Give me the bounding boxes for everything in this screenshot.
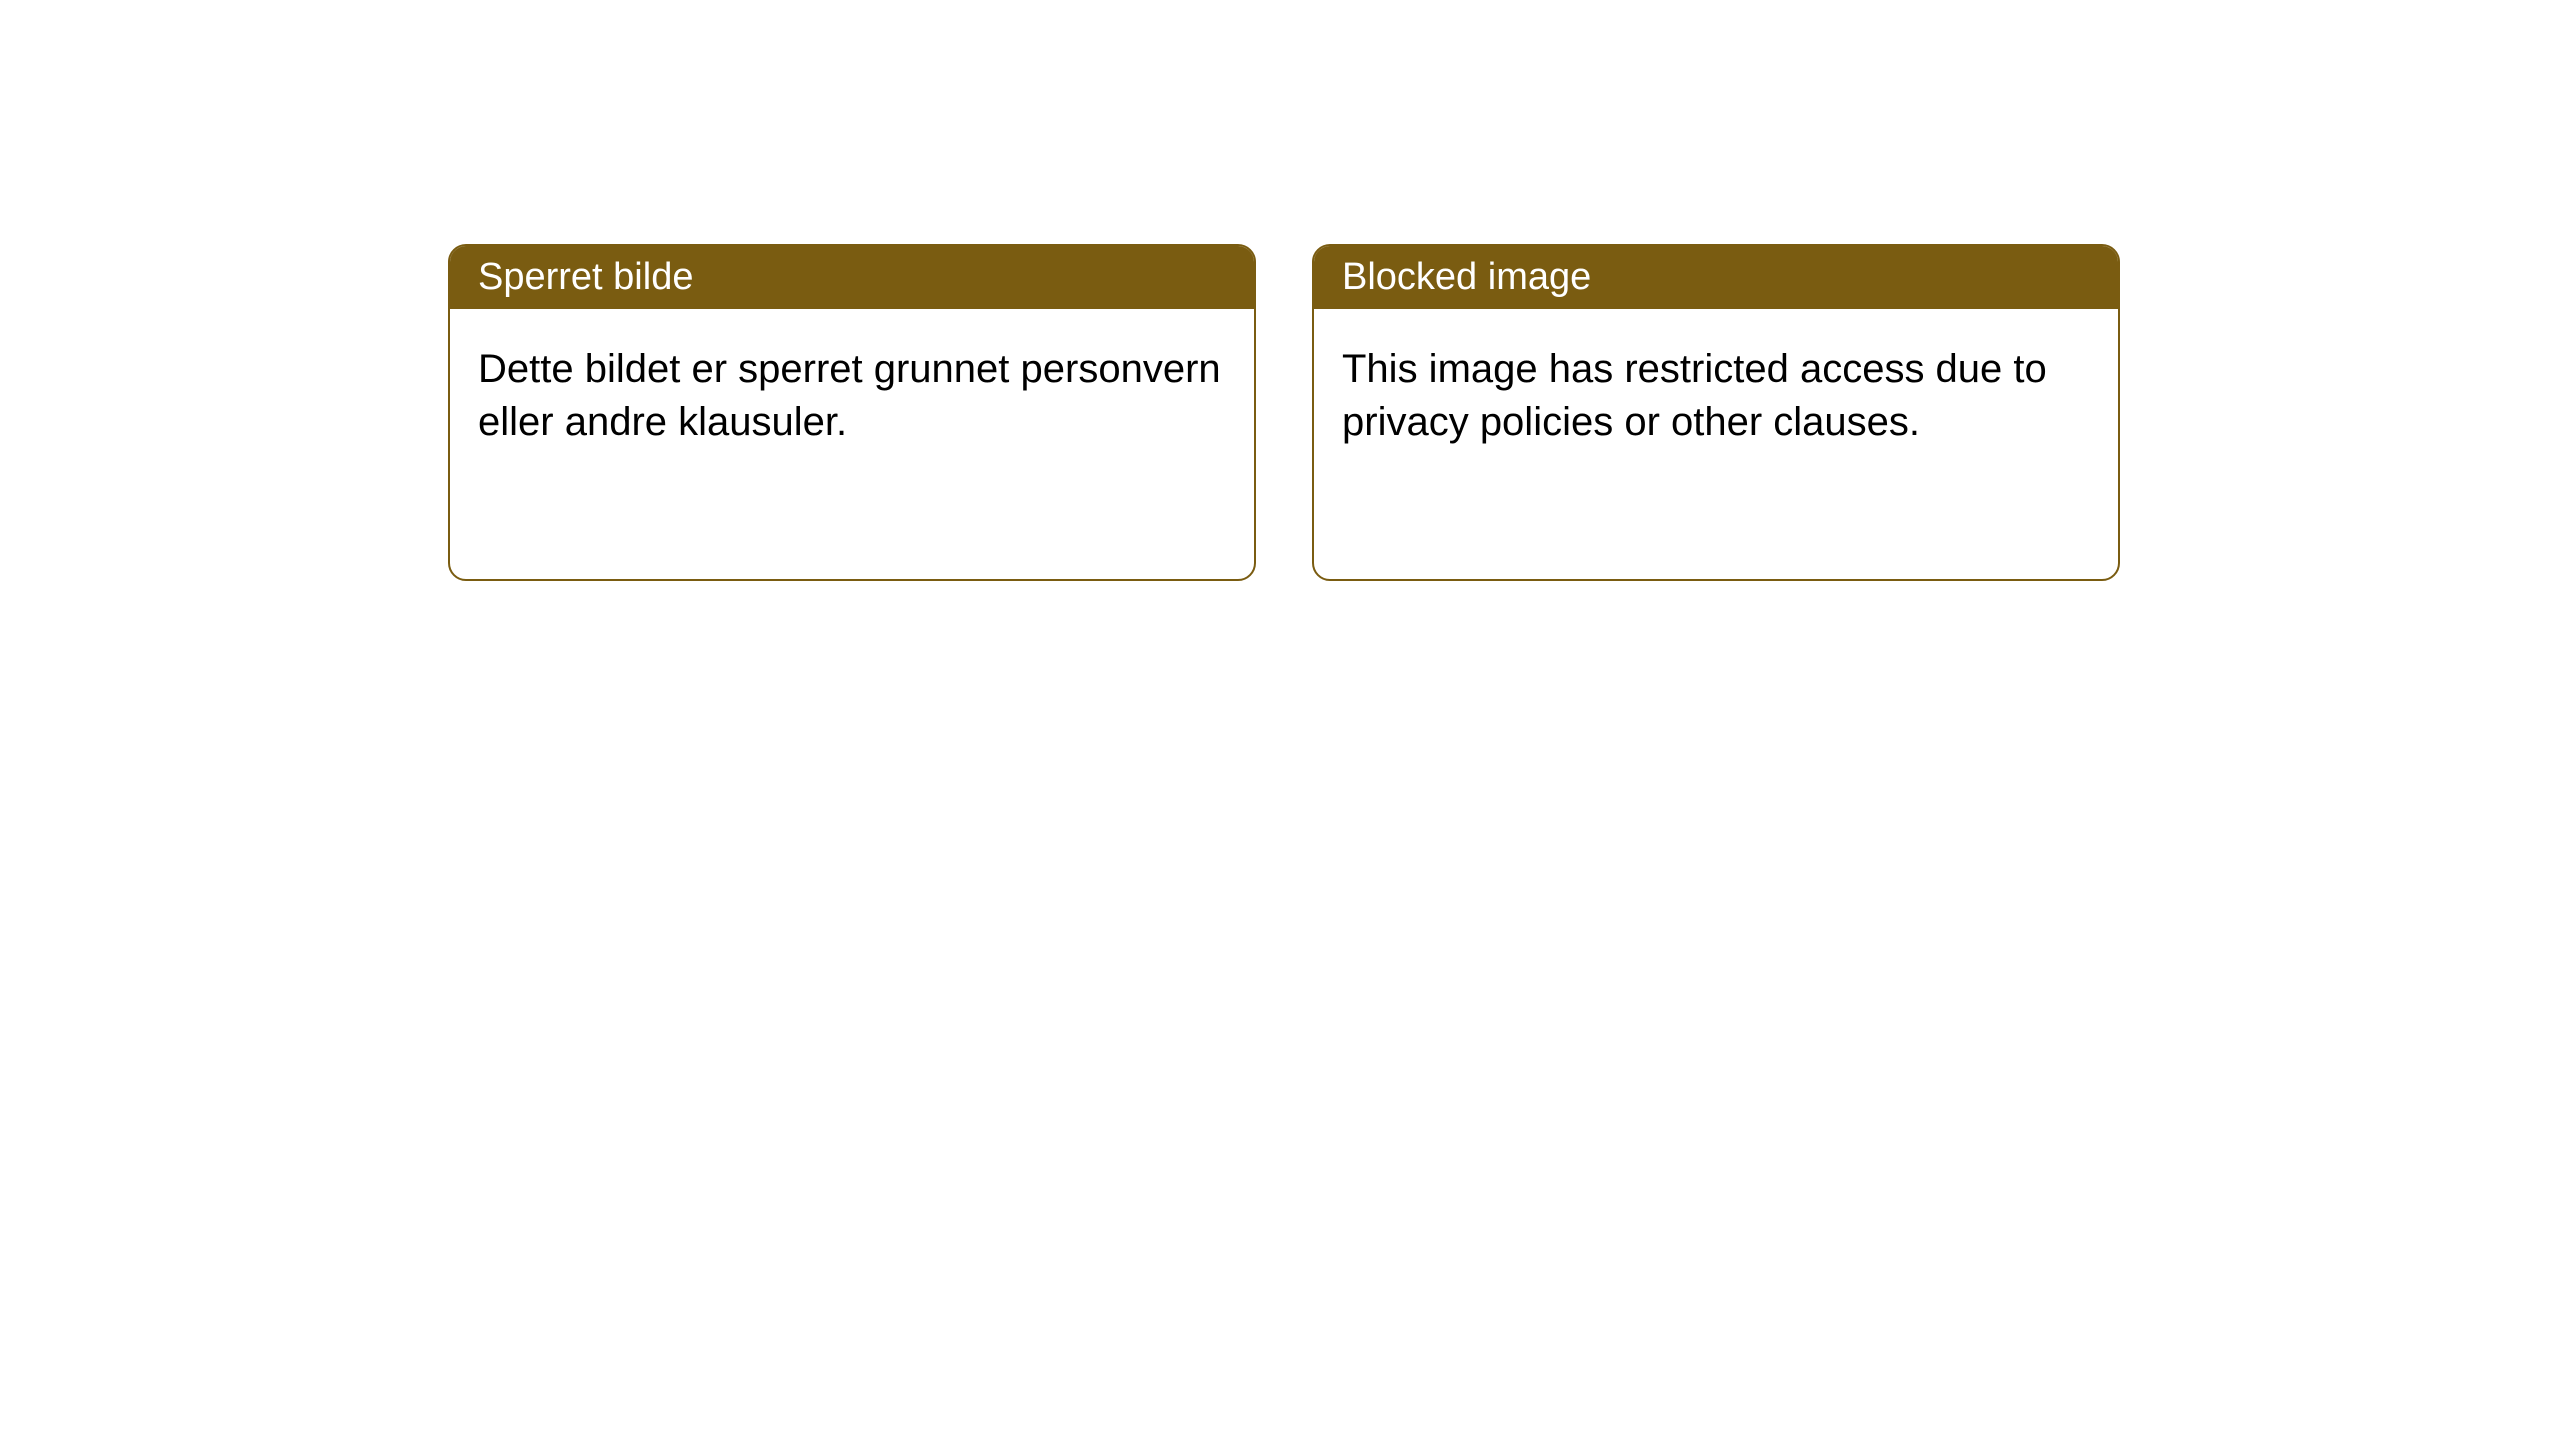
notice-text-english: This image has restricted access due to … bbox=[1342, 347, 2047, 444]
notice-header-english: Blocked image bbox=[1314, 246, 2118, 309]
notice-card-norwegian: Sperret bilde Dette bildet er sperret gr… bbox=[448, 244, 1256, 581]
notice-text-norwegian: Dette bildet er sperret grunnet personve… bbox=[478, 347, 1221, 444]
notice-body-english: This image has restricted access due to … bbox=[1314, 309, 2118, 579]
notice-body-norwegian: Dette bildet er sperret grunnet personve… bbox=[450, 309, 1254, 579]
notice-title-norwegian: Sperret bilde bbox=[478, 256, 693, 298]
notice-card-english: Blocked image This image has restricted … bbox=[1312, 244, 2120, 581]
notice-header-norwegian: Sperret bilde bbox=[450, 246, 1254, 309]
notice-title-english: Blocked image bbox=[1342, 256, 1591, 298]
notice-container: Sperret bilde Dette bildet er sperret gr… bbox=[0, 0, 2560, 581]
